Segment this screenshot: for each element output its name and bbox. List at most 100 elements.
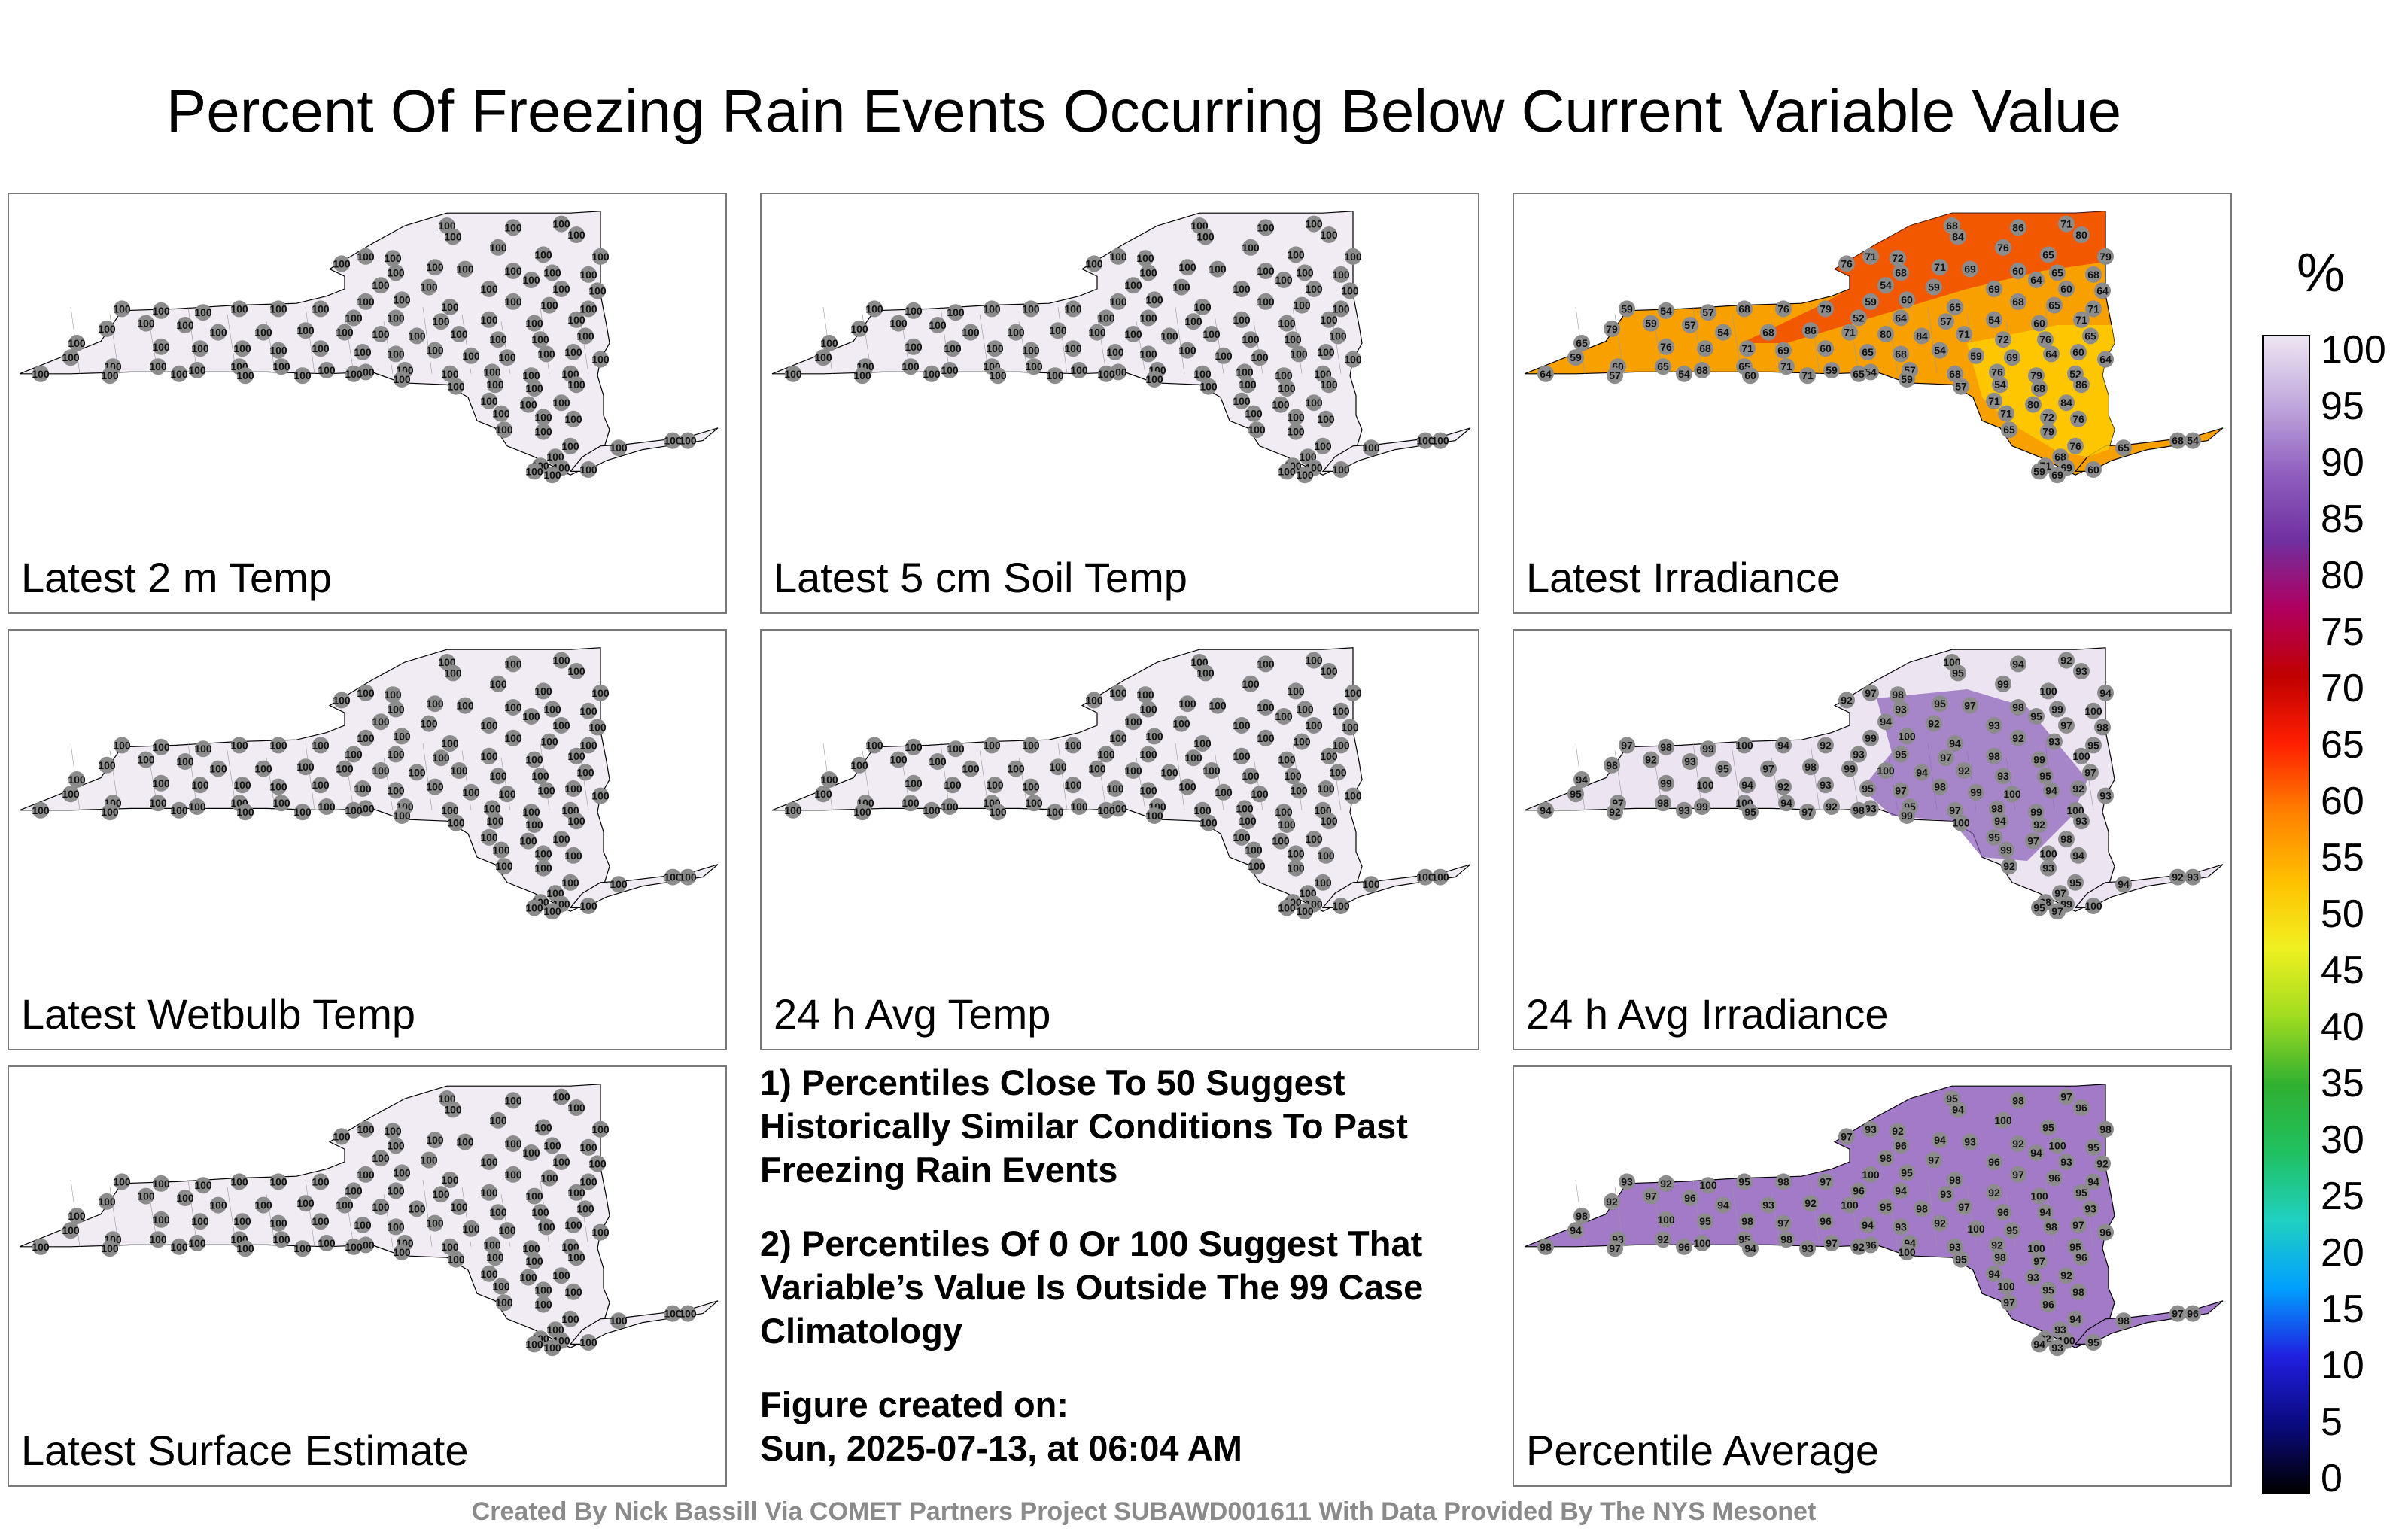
station-value-label: 100 xyxy=(498,788,516,800)
station-marker xyxy=(32,1238,49,1255)
station-marker xyxy=(2115,876,2132,893)
station-marker xyxy=(1194,365,1211,382)
station-marker xyxy=(1995,768,2011,785)
station-marker xyxy=(2070,410,2087,427)
station-marker xyxy=(1278,315,1295,332)
station-marker xyxy=(490,331,506,348)
station-marker xyxy=(1742,804,1759,821)
station-value-label: 100 xyxy=(62,1224,80,1236)
station-value-label: 100 xyxy=(564,413,582,425)
station-value-label: 100 xyxy=(357,1123,375,1135)
station-marker xyxy=(1989,363,2005,381)
station-value-label: 100 xyxy=(269,781,287,793)
colorbar-tick-label: 20 xyxy=(2321,1231,2364,1275)
station-marker xyxy=(947,740,964,758)
station-value-label: 92 xyxy=(1958,764,1970,777)
station-marker xyxy=(138,1187,154,1205)
station-marker xyxy=(1799,804,1816,821)
station-marker xyxy=(1947,735,1963,752)
station-value-label: 92 xyxy=(1841,694,1853,706)
station-value-label: 69 xyxy=(2006,351,2018,363)
station-marker xyxy=(2031,380,2048,397)
station-marker xyxy=(1342,282,1358,299)
station-value-label: 100 xyxy=(552,397,570,409)
station-value-label: 100 xyxy=(333,257,351,269)
station-value-label: 100 xyxy=(489,770,507,782)
station-value-label: 92 xyxy=(1826,801,1838,813)
station-marker xyxy=(553,215,570,233)
station-marker xyxy=(544,701,561,718)
station-value-label: 86 xyxy=(2075,378,2087,391)
station-value-label: 100 xyxy=(1242,333,1260,345)
station-marker xyxy=(526,1253,543,1269)
station-value-label: 100 xyxy=(137,1190,155,1202)
station-marker xyxy=(388,1182,404,1199)
station-marker xyxy=(210,324,227,341)
station-value-label: 65 xyxy=(2051,266,2063,278)
station-marker xyxy=(1110,248,1126,265)
colorbar-tick-label: 55 xyxy=(2321,836,2364,880)
station-value-label: 92 xyxy=(2003,860,2015,872)
station-value-label: 100 xyxy=(432,315,450,327)
station-marker xyxy=(610,439,627,457)
station-marker xyxy=(333,692,350,709)
station-value-label: 65 xyxy=(1853,368,1865,380)
station-marker xyxy=(821,771,838,788)
station-value-label: 97 xyxy=(2060,1091,2072,1103)
station-value-label: 100 xyxy=(504,658,522,670)
station-value-label: 96 xyxy=(1853,1184,1865,1196)
station-value-label: 100 xyxy=(498,351,516,363)
station-marker xyxy=(526,315,543,332)
station-value-label: 92 xyxy=(1804,1197,1817,1209)
county-boundary xyxy=(1811,743,1820,810)
station-marker xyxy=(427,1214,443,1232)
station-value-label: 100 xyxy=(1202,328,1221,340)
station-value-label: 100 xyxy=(489,1114,507,1126)
station-value-label: 99 xyxy=(1970,786,1982,798)
station-marker xyxy=(171,1238,187,1255)
station-marker xyxy=(2028,1144,2045,1161)
station-marker xyxy=(2040,682,2057,700)
station-marker xyxy=(385,1123,401,1140)
station-marker xyxy=(1682,317,1698,333)
station-marker xyxy=(2010,1092,2026,1109)
station-marker xyxy=(1215,347,1232,364)
station-marker xyxy=(1275,804,1292,821)
station-value-label: 100 xyxy=(312,302,330,315)
station-marker xyxy=(1333,737,1349,754)
station-value-label: 100 xyxy=(357,687,375,699)
station-value-label: 100 xyxy=(236,369,254,381)
station-marker xyxy=(1110,293,1126,310)
station-marker xyxy=(1619,300,1635,318)
station-value-label: 95 xyxy=(1934,698,1946,710)
station-value-label: 100 xyxy=(1699,1179,1717,1191)
station-value-label: 99 xyxy=(1865,732,1877,744)
station-marker xyxy=(1306,831,1322,848)
station-marker xyxy=(1185,749,1202,767)
station-value-label: 100 xyxy=(1160,766,1178,778)
station-value-label: 79 xyxy=(2030,369,2042,381)
station-value-label: 100 xyxy=(233,779,251,791)
station-value-label: 100 xyxy=(432,1188,450,1200)
station-value-label: 100 xyxy=(498,1224,516,1236)
station-marker xyxy=(1739,340,1756,357)
station-marker xyxy=(1065,300,1081,318)
station-marker xyxy=(1859,344,1876,360)
station-marker xyxy=(520,1269,537,1286)
station-marker xyxy=(1998,405,2014,422)
station-marker xyxy=(1125,326,1142,342)
station-value-label: 100 xyxy=(588,284,607,296)
station-value-label: 100 xyxy=(345,312,363,324)
station-value-label: 100 xyxy=(1239,815,1257,827)
station-value-label: 98 xyxy=(1657,797,1669,809)
station-marker xyxy=(854,367,871,385)
station-value-label: 100 xyxy=(492,1281,510,1293)
station-marker xyxy=(2085,266,2102,283)
station-value-label: 100 xyxy=(889,318,908,330)
station-value-label: 100 xyxy=(354,1219,372,1231)
station-value-label: 93 xyxy=(2187,871,2199,883)
station-marker xyxy=(2073,226,2090,243)
station-value-label: 100 xyxy=(98,323,116,335)
station-marker xyxy=(1008,324,1024,341)
